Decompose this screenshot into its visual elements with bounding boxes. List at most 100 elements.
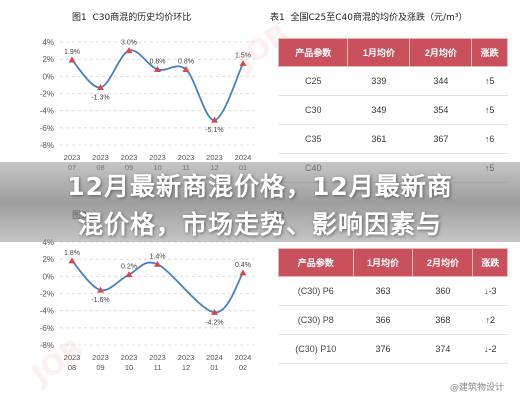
price-cell: 361: [347, 124, 410, 154]
x-tick-label: 2023: [121, 153, 138, 162]
x-tick-label: 10: [125, 363, 133, 372]
column-header: 1月均价: [352, 248, 414, 277]
data-label: -5.1%: [205, 127, 223, 134]
x-tick-label: 09: [96, 363, 104, 372]
change-cell: ↑2: [472, 305, 508, 335]
product-cell: C35: [278, 124, 348, 154]
data-label: -1.6%: [91, 297, 109, 304]
data-label: 3.0%: [121, 40, 137, 47]
x-tick-label: 02: [239, 363, 247, 372]
data-label: 0.8%: [178, 58, 194, 65]
table-row: (C30) P8 366 368 ↑2: [278, 305, 508, 335]
headline-line-2: 混价格，市场走势、影响因素与: [77, 210, 442, 239]
data-label: 1.4%: [150, 253, 166, 260]
table-panel-1: 表1 全国C25至C40商混的均价及涨跌（元/m³） 产品参数 1月均价 2月均价涨…: [270, 0, 520, 183]
y-tick-label: -6%: [40, 324, 54, 333]
headline-line-1: 12月最新商混价格，12月最新商: [67, 172, 453, 201]
price-cell: 376: [353, 334, 413, 364]
headline-overlay: [0, 162, 520, 242]
data-point: [97, 286, 104, 293]
product-cell: C25: [278, 66, 348, 96]
y-tick-label: 2%: [42, 255, 54, 264]
chart-title: 图1 C30商混的历史均价环比: [72, 10, 191, 23]
x-tick-label: 2024: [206, 353, 223, 362]
x-tick-label: 2023: [64, 353, 81, 362]
table-row: (C30) P10 376 374 ↓-2: [278, 334, 508, 364]
y-tick-label: -4%: [40, 107, 54, 116]
change-cell: ↑6: [471, 124, 508, 154]
column-header: 产品参数: [278, 248, 354, 277]
table-title: 表1 全国C25至C40商混的均价及涨跌（元/m³）: [270, 10, 467, 23]
data-point: [239, 59, 247, 66]
series-line: [71, 260, 244, 314]
table-title-text: 全国C25至C40商混的均价及涨跌（元/m³）: [290, 13, 468, 23]
x-tick-label: 2023: [64, 153, 81, 162]
data-point: [154, 65, 161, 72]
table-row: C35 361 367 ↑6: [278, 124, 508, 154]
x-tick-label: 2024: [235, 153, 252, 162]
data-label: 1.5%: [235, 52, 251, 59]
price-cell: 374: [412, 334, 473, 364]
data-point: [68, 257, 76, 264]
data-point: [211, 308, 218, 315]
price-cell: 344: [409, 66, 472, 96]
chart-panel-1: 图1 C30商混的历史均价环比 4%2%0%-2%-4%-6%-8%202307…: [0, 0, 270, 175]
price-cell: 368: [412, 305, 473, 335]
data-point: [182, 65, 190, 72]
column-header: 1月均价: [347, 38, 411, 67]
y-tick-label: -2%: [40, 290, 54, 299]
change-cell: ↓-2: [472, 334, 508, 364]
data-label: 0.4%: [235, 262, 251, 269]
x-tick-label: 2023: [206, 153, 223, 162]
product-cell: (C30) P6: [278, 276, 354, 306]
change-cell: ↑5: [471, 66, 508, 96]
source-credit: @建筑物设计: [445, 379, 508, 394]
column-header: 2月均价: [409, 38, 473, 67]
product-cell: (C30) P8: [278, 305, 354, 335]
y-tick-label: 4%: [42, 238, 54, 247]
data-point: [97, 83, 104, 90]
column-header: 涨跌: [471, 38, 508, 67]
y-tick-label: -8%: [40, 341, 54, 350]
data-point: [211, 116, 218, 123]
product-cell: C30: [278, 95, 348, 125]
product-cell: (C30) P10: [278, 334, 354, 364]
x-tick-label: 2023: [149, 153, 166, 162]
price-table: 产品参数 1月均价 2月均价 涨跌 (C30) P6 363 360 ↓-3 (C30) P8 3…: [278, 248, 508, 364]
price-cell: 367: [409, 124, 472, 154]
x-tick-label: 2024: [235, 353, 252, 362]
price-cell: 354: [409, 95, 472, 125]
data-label: 1.8%: [64, 250, 80, 257]
chart-title-text: C30商混的历史均价环比: [92, 13, 192, 23]
price-cell: 363: [353, 276, 413, 306]
table-label: 表1: [270, 13, 285, 23]
x-tick-label: 2023: [92, 153, 109, 162]
y-tick-label: 4%: [42, 38, 54, 47]
data-label: -1.3%: [91, 94, 109, 101]
y-tick-label: -6%: [40, 124, 54, 133]
data-label: 1.9%: [64, 49, 80, 56]
column-header: 涨跌: [472, 248, 508, 277]
line-chart: 4%2%0%-2%-4%-6%-8%2023082023092023102023…: [40, 238, 255, 372]
data-point: [239, 269, 247, 276]
y-tick-label: 0%: [42, 272, 54, 281]
price-cell: 349: [347, 95, 410, 125]
data-point: [125, 271, 133, 278]
x-tick-label: 2023: [178, 153, 195, 162]
x-tick-label: 01: [210, 363, 218, 372]
x-tick-label: 2023: [121, 353, 138, 362]
column-header: 产品参数: [277, 38, 349, 67]
chart-panel-2: 图3 4%2%0%-2%-4%-6%-8%2023082023092023102…: [0, 200, 270, 385]
data-point: [125, 47, 133, 54]
table-row: C25 339 344 ↑5: [278, 66, 508, 96]
y-tick-label: -8%: [40, 141, 54, 150]
price-cell: 360: [412, 276, 473, 306]
table-header-row: 产品参数 1月均价 2月均价 涨跌: [277, 38, 508, 67]
data-label: 0.2%: [121, 264, 137, 271]
line-chart: 4%2%0%-2%-4%-6%-8%2023072023082023092023…: [40, 38, 255, 172]
price-cell: 366: [353, 305, 413, 335]
y-tick-label: -2%: [40, 90, 54, 99]
table-row: (C30) P6 363 360 ↓-3: [278, 276, 508, 306]
x-tick-label: 2023: [92, 353, 109, 362]
